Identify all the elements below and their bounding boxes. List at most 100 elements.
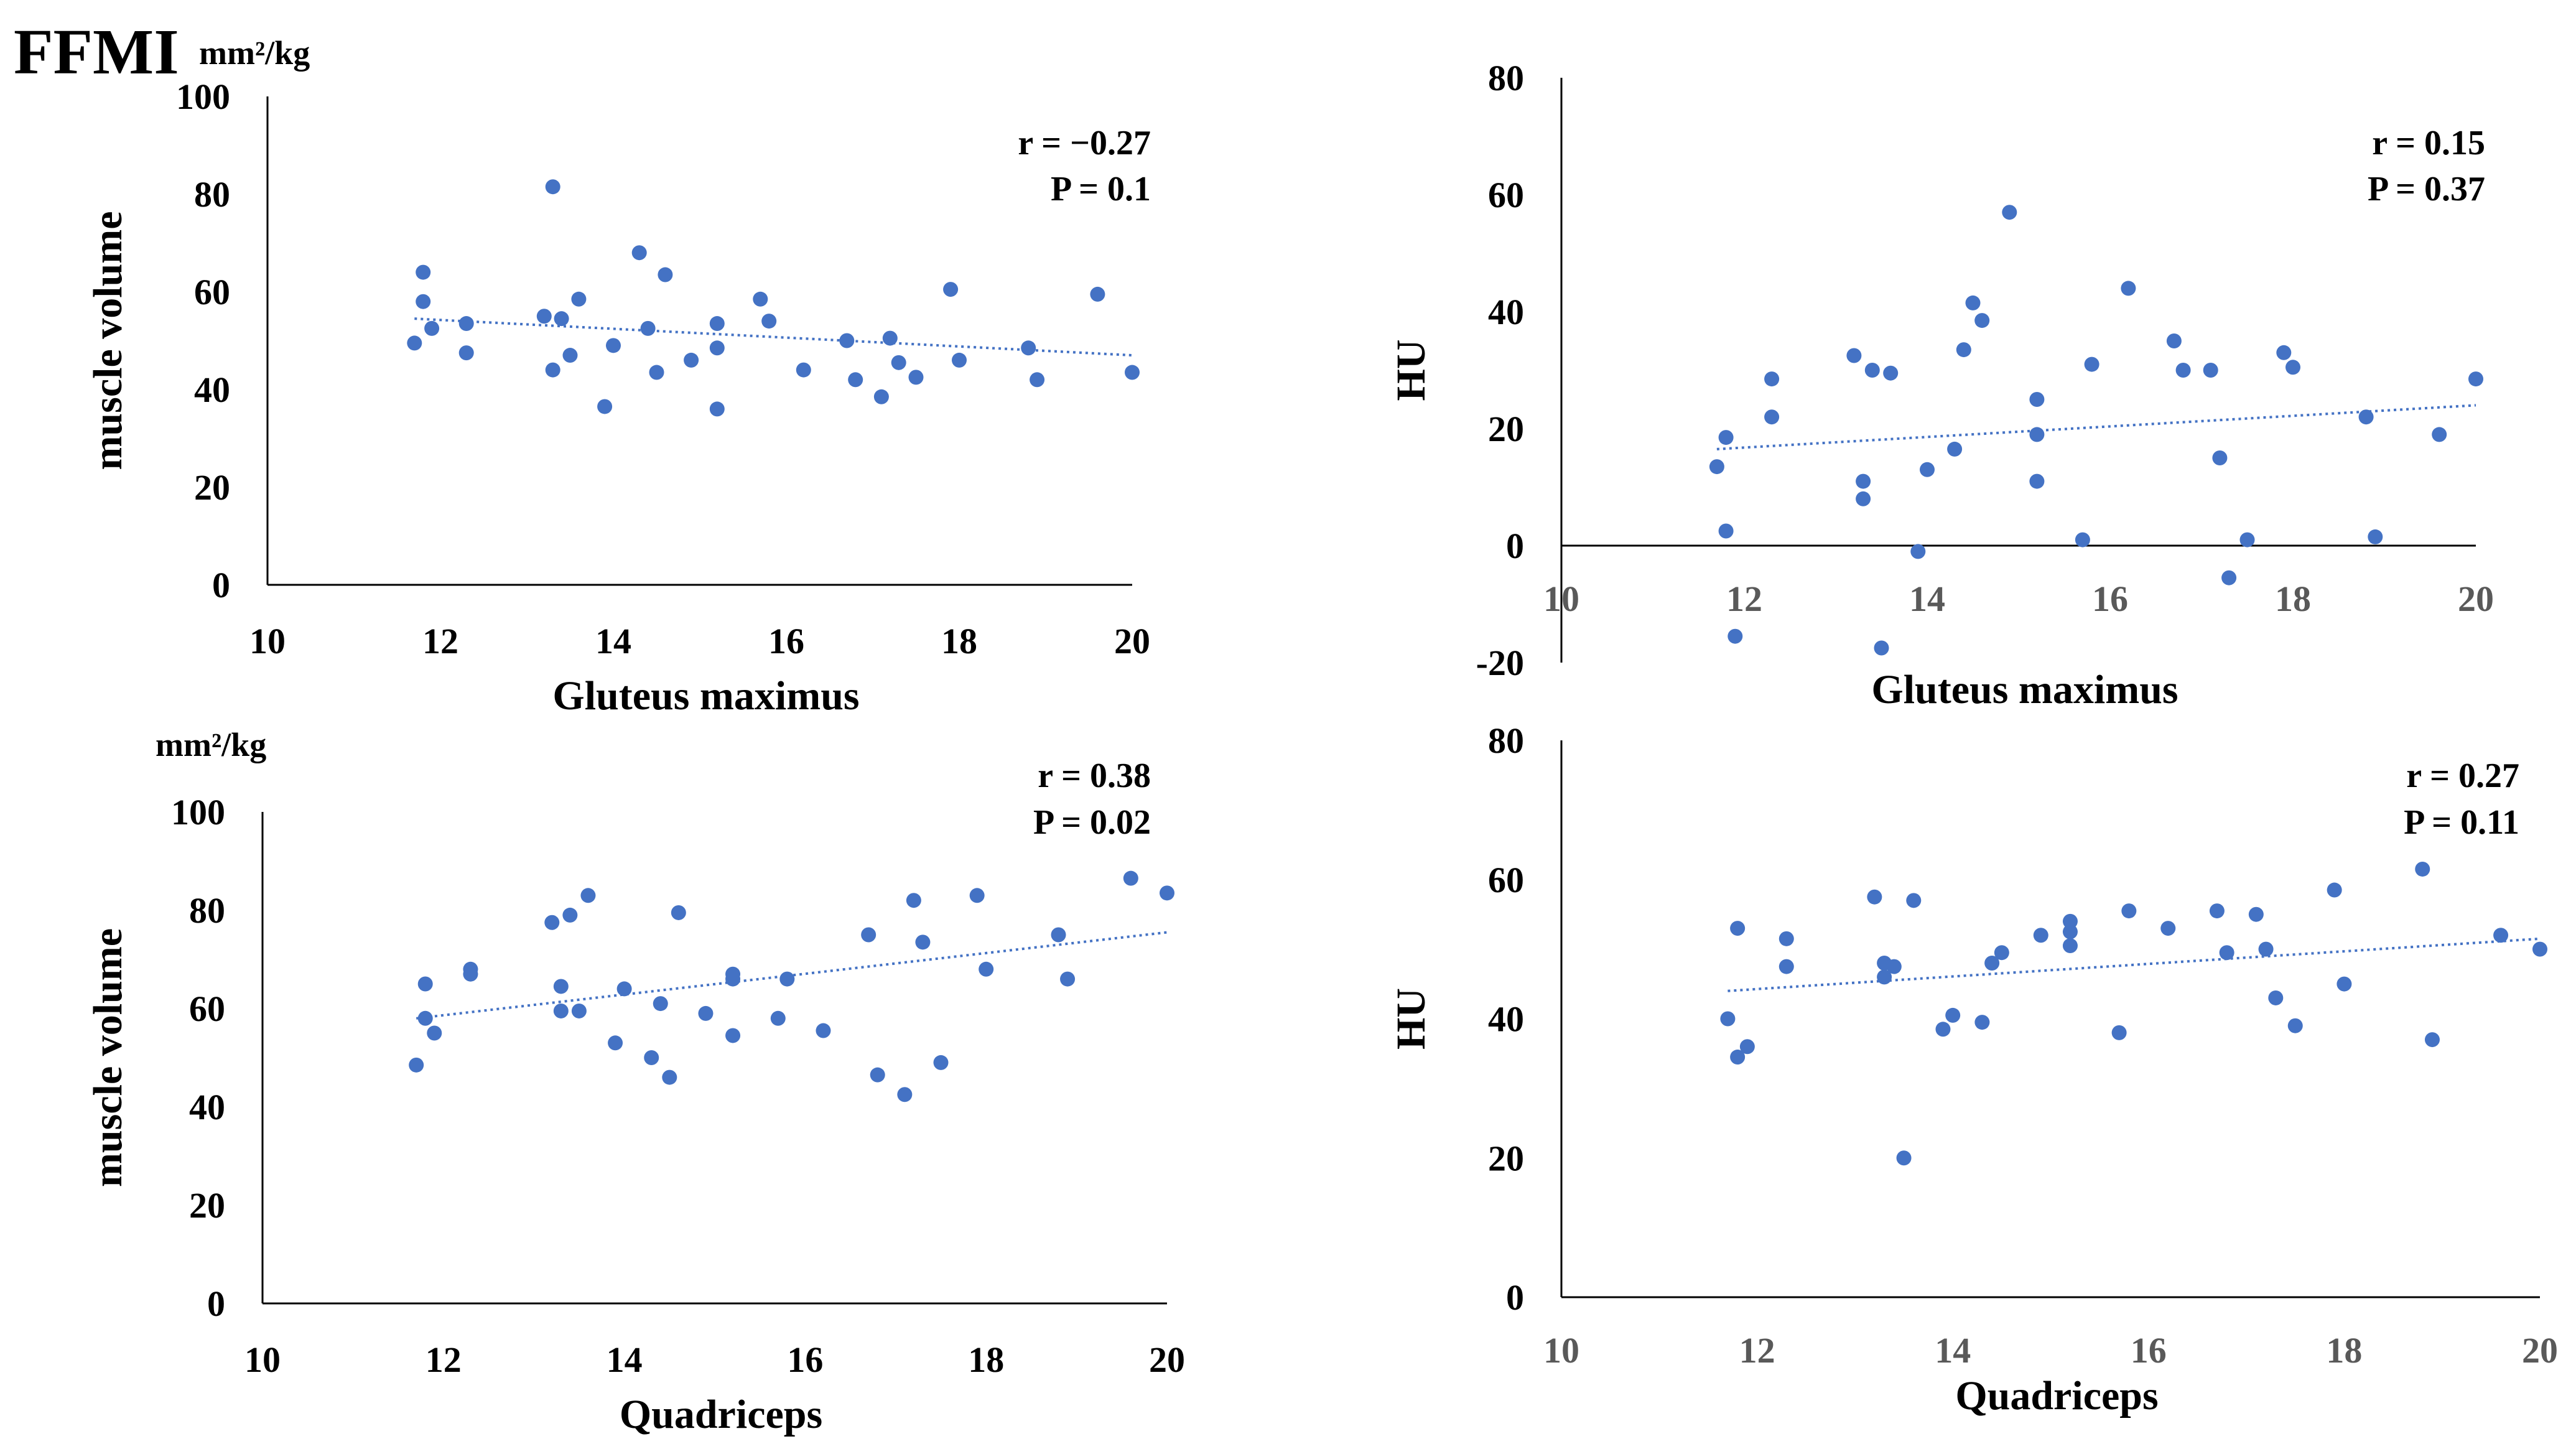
data-point — [458, 316, 474, 332]
data-point — [1965, 295, 1981, 310]
data-point — [2002, 205, 2017, 220]
data-point — [1764, 409, 1780, 425]
data-point — [1877, 969, 1892, 985]
data-point — [463, 966, 478, 982]
data-point — [1090, 286, 1105, 302]
data-point — [1125, 365, 1140, 380]
data-point — [1779, 959, 1794, 974]
p-value: P = 0.37 — [2368, 170, 2485, 208]
x-axis-label: Quadriceps — [1955, 1373, 2158, 1419]
data-point — [409, 1057, 424, 1073]
x-tick-label: 10 — [249, 621, 286, 661]
data-point — [709, 340, 725, 356]
data-point — [848, 372, 863, 388]
data-point — [882, 330, 898, 346]
y-tick-label: 20 — [1488, 1138, 1524, 1178]
data-point — [640, 320, 656, 336]
y-tick-label: 60 — [194, 272, 230, 312]
data-point — [1886, 959, 1902, 974]
data-point — [571, 1003, 587, 1018]
data-point — [1945, 1007, 1961, 1023]
x-tick-label: 20 — [1114, 621, 1150, 661]
chart-gluteus-muscle-volume: 0 20 40 60 80 100 10 12 14 16 18 20 Gluteus maximu… — [85, 77, 1151, 719]
data-point — [554, 311, 569, 327]
y-tick-label: 20 — [194, 467, 230, 508]
data-point — [1160, 885, 1174, 901]
y-tick-label: 0 — [1506, 526, 1524, 566]
x-tick-label: 12 — [1726, 579, 1762, 619]
data-point — [891, 355, 906, 370]
y-tick-label: 80 — [1488, 58, 1524, 98]
data-point — [1867, 889, 1882, 905]
data-point — [536, 309, 552, 324]
x-tick-label: 16 — [2092, 579, 2128, 619]
data-point — [2258, 941, 2274, 957]
data-point — [1984, 956, 2000, 971]
data-point — [2033, 928, 2048, 943]
data-point — [2221, 570, 2237, 585]
data-point — [709, 401, 725, 417]
y-tick-label: 100 — [171, 792, 225, 832]
y-tick-label: 20 — [1488, 409, 1524, 449]
x-axis-label: Gluteus maximus — [552, 673, 859, 719]
data-point — [1974, 313, 1990, 328]
data-point — [2239, 532, 2255, 547]
data-point — [897, 1087, 913, 1102]
data-point — [671, 905, 686, 920]
data-point — [2029, 392, 2045, 407]
data-point — [2493, 928, 2509, 943]
y-tick-label: 0 — [207, 1284, 225, 1324]
x-tick-labels: 10 12 14 16 18 20 — [1543, 579, 2494, 619]
data-point — [2276, 345, 2292, 360]
x-axis-label: Gluteus maximus — [1871, 667, 2178, 712]
r-value: r = 0.15 — [2372, 124, 2485, 162]
data-point — [816, 1023, 831, 1038]
data-point — [1718, 430, 1734, 445]
data-point — [1994, 945, 2009, 961]
data-point — [1947, 441, 1963, 457]
data-point — [915, 934, 931, 950]
y-tick-label: 40 — [194, 370, 230, 410]
data-point — [906, 893, 921, 908]
x-tick-label: 16 — [768, 621, 804, 661]
data-point — [2432, 427, 2447, 442]
x-tick-label: 20 — [2458, 579, 2494, 619]
data-point — [2212, 450, 2228, 465]
data-point — [709, 316, 725, 332]
data-point — [2203, 363, 2218, 378]
data-point — [644, 1050, 659, 1065]
data-point — [417, 1010, 433, 1026]
data-point — [2175, 363, 2191, 378]
data-point — [606, 338, 621, 353]
x-tick-label: 12 — [422, 621, 458, 661]
y-tick-labels: 0 20 40 60 80 100 — [171, 792, 225, 1324]
data-point — [870, 1067, 885, 1083]
data-point — [416, 294, 431, 309]
data-point — [608, 1035, 623, 1051]
data-point — [1727, 628, 1743, 644]
data-point — [1779, 931, 1794, 946]
data-point — [2415, 861, 2430, 877]
data-point — [1730, 1050, 1746, 1065]
y-tick-label: 40 — [1488, 999, 1524, 1040]
data-point — [1956, 342, 1971, 358]
data-point — [580, 888, 596, 903]
y-tick-label: 20 — [189, 1185, 225, 1226]
data-point — [562, 907, 578, 923]
data-point — [684, 352, 699, 368]
data-point — [1874, 640, 1889, 656]
data-point — [1910, 544, 1926, 559]
data-points — [409, 870, 1174, 1102]
data-point — [2062, 938, 2078, 954]
y-tick-label: 80 — [1488, 720, 1524, 761]
data-point — [796, 362, 811, 378]
data-point — [1883, 365, 1899, 381]
data-point — [2029, 473, 2045, 489]
data-point — [649, 365, 664, 380]
data-points — [1709, 205, 2483, 656]
data-point — [761, 314, 777, 329]
y-tick-label: 80 — [189, 890, 225, 931]
data-point — [1856, 473, 1871, 489]
y-tick-label: 60 — [1488, 175, 1524, 215]
